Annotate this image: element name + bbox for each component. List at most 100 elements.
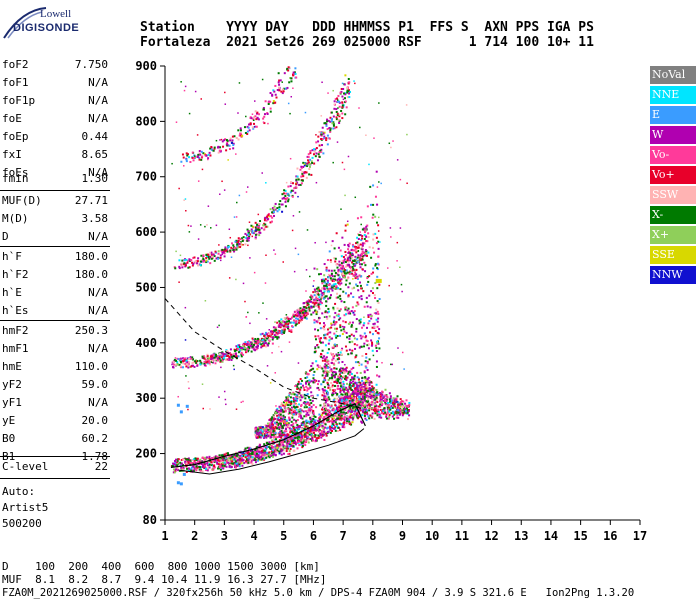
echo-point	[249, 123, 252, 126]
echo-point	[353, 374, 356, 377]
echo-point	[216, 455, 219, 458]
echo-point	[271, 416, 274, 419]
echo-point	[327, 404, 330, 407]
echo-point	[351, 349, 354, 352]
echo-point	[317, 419, 320, 422]
echo-point	[366, 326, 369, 329]
echo-point	[363, 261, 366, 264]
echo-point	[303, 306, 306, 309]
echo-point	[228, 465, 231, 468]
echo-point	[276, 337, 279, 340]
echo-point	[265, 219, 268, 222]
echo-point	[362, 252, 365, 255]
echo-point	[332, 354, 335, 357]
echo-point	[316, 299, 319, 302]
echo-point	[251, 231, 254, 234]
echo-point	[332, 417, 335, 420]
echo-point	[300, 315, 303, 318]
echo-point	[188, 468, 191, 471]
echo-point	[353, 273, 356, 276]
echo-point	[191, 362, 194, 365]
echo-point	[366, 413, 369, 416]
echo-point	[375, 383, 378, 386]
echo-point	[323, 395, 326, 398]
echo-point	[334, 400, 337, 403]
echo-point	[281, 443, 284, 446]
echo-point	[353, 310, 356, 313]
echo-point	[334, 418, 337, 421]
echo-point	[363, 322, 366, 325]
echo-point	[316, 368, 319, 371]
echo-point	[281, 449, 284, 452]
echo-point	[321, 282, 324, 285]
echo-point	[233, 353, 236, 356]
echo-point	[242, 454, 245, 457]
echo-point	[288, 419, 291, 422]
echo-point	[330, 278, 333, 281]
echo-point	[328, 413, 331, 416]
echo-point	[199, 466, 202, 469]
echo-point	[343, 405, 346, 408]
param-value: 250.3	[74, 324, 108, 337]
echo-point	[304, 444, 307, 447]
echo-point	[363, 242, 366, 245]
echo-point	[330, 420, 333, 423]
echo-point	[322, 152, 325, 155]
echo-point	[214, 455, 217, 458]
echo-point	[306, 312, 309, 315]
echo-point	[338, 115, 341, 118]
echo-point	[203, 458, 206, 461]
param-value: 3.58	[81, 212, 109, 225]
echo-point	[239, 132, 242, 135]
echo-point	[312, 431, 315, 434]
echo-point	[270, 331, 273, 334]
echo-point	[329, 352, 332, 355]
echo-point	[356, 261, 359, 264]
echo-point	[292, 74, 295, 77]
echo-point	[323, 336, 326, 339]
echo-point	[352, 334, 355, 337]
echo-point	[347, 245, 350, 248]
echo-point	[323, 402, 326, 405]
echo-point	[173, 358, 176, 361]
echo-point	[269, 221, 272, 224]
echo-point	[223, 357, 226, 360]
echo-point	[191, 458, 194, 461]
echo-point	[243, 455, 246, 458]
echo-point	[228, 460, 231, 463]
echo-point	[292, 410, 295, 413]
echo-point	[339, 375, 342, 378]
echo-point	[199, 359, 202, 362]
param-value: 110.0	[74, 360, 108, 373]
echo-point	[333, 257, 336, 260]
echo-point	[330, 111, 333, 114]
echo-point	[303, 441, 306, 444]
echo-point	[404, 402, 407, 405]
echo-point	[339, 396, 342, 399]
echo-point	[326, 351, 329, 354]
echo-point	[268, 215, 271, 218]
echo-point	[186, 363, 189, 366]
echo-point	[237, 129, 240, 132]
echo-point	[309, 150, 312, 153]
auto-label: Auto:	[2, 485, 36, 498]
echo-point	[282, 448, 285, 451]
echo-point	[262, 224, 265, 227]
param-row-yf1: yF1 N/A	[2, 394, 108, 412]
echo-point	[299, 311, 302, 314]
echo-point	[274, 426, 277, 429]
echo-point	[178, 363, 181, 366]
echo-point	[274, 433, 277, 436]
echo-point	[266, 445, 269, 448]
echo-point	[296, 181, 299, 184]
echo-point	[273, 438, 276, 441]
echo-point	[264, 432, 267, 435]
echo-point	[190, 259, 193, 262]
echo-point	[177, 458, 180, 461]
echo-point	[345, 269, 348, 272]
echo-point	[233, 135, 236, 138]
echo-point	[323, 378, 326, 381]
echo-point	[354, 390, 357, 393]
echo-point	[324, 359, 327, 362]
echo-point	[280, 321, 283, 324]
